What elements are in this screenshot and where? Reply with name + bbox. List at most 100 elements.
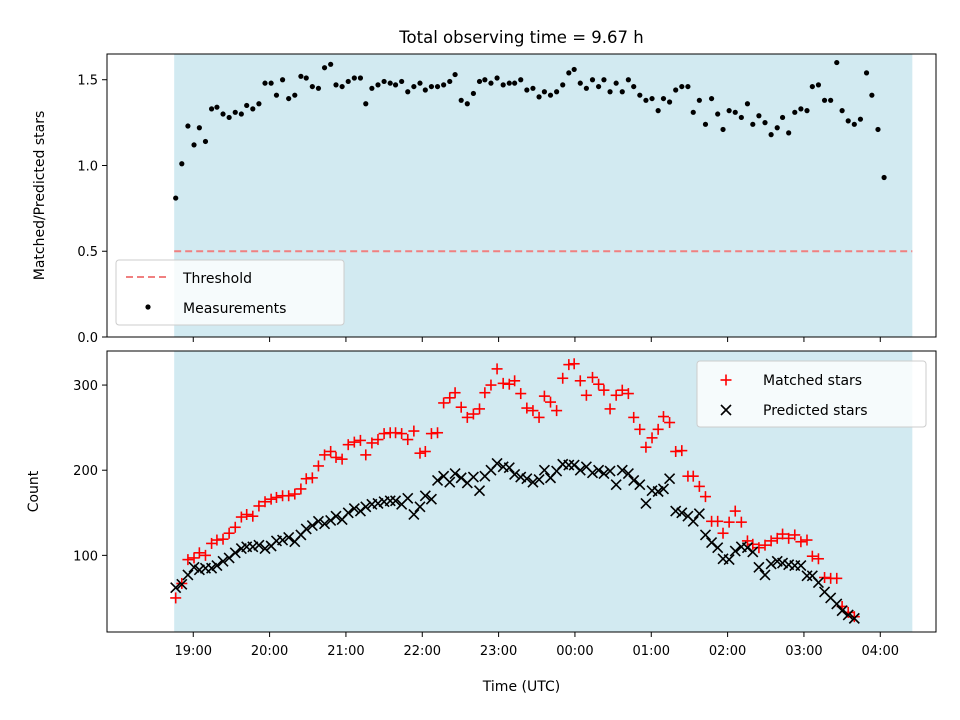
measurement-point [821,97,828,103]
matched-star-point [521,402,533,414]
measurement-point [179,161,185,167]
matched-star-point [497,377,509,389]
measurement-point [381,78,387,85]
measurement-point [756,113,762,119]
matched-star-point [729,505,741,517]
predicted-star-point [467,471,479,483]
measurement-point [196,125,202,131]
x-tick-label: 03:00 [785,644,822,659]
predicted-star-point [247,541,259,553]
matched-star-point [801,534,813,546]
measurement-point [375,82,381,88]
predicted-star-point [699,529,712,541]
predicted-star-point [217,555,229,567]
measurement-point [220,111,226,117]
predicted-star-point [515,471,527,483]
measurement-point [321,65,328,71]
matched-star-point [533,411,545,423]
measurement-point [571,66,577,73]
matched-star-point [319,449,331,461]
legend-matched-swatch [720,374,732,386]
matched-star-point [610,389,622,401]
predicted-star-point [176,578,188,590]
predicted-star-point [538,464,550,476]
predicted-star-point [676,507,688,519]
measurement-point [273,92,280,98]
y-tick-label: 300 [73,379,98,394]
measurement-point [405,89,411,95]
measurement-point [369,85,375,91]
measurement-point [685,83,691,90]
matched-star-point [759,539,771,551]
top-y-axis-label: Matched/Predicted stars [32,111,48,281]
measurement-point [619,89,625,95]
x-tick-label: 00:00 [556,644,593,659]
matched-star-point [372,434,384,446]
matched-star-point [806,550,818,562]
predicted-star-point [747,546,759,558]
y-tick-label: 0.5 [77,245,98,260]
matched-star-point [657,411,669,423]
matched-star-point [336,453,348,465]
x-tick-label: 01:00 [633,644,670,659]
measurement-point [303,75,309,81]
y-tick-label: 1.0 [77,159,98,174]
measurement-point [309,83,315,90]
matched-star-point [396,428,408,440]
matched-star-point [652,423,664,435]
measurement-point [191,142,197,148]
predicted-star-point [182,569,194,581]
x-tick-label: 23:00 [480,644,517,659]
matched-star-point [402,434,414,446]
predicted-star-point [604,465,616,477]
measurement-point [631,83,637,90]
measurement-point [298,73,304,79]
measurement-point [387,80,393,86]
matched-star-point [378,428,390,440]
measurement-point [547,92,554,98]
top-y-ticks: 0.0 0.5 1.0 1.5 [77,74,107,346]
measurement-point [744,101,751,107]
measurement-point [422,87,428,93]
matched-star-point [551,405,563,417]
matched-star-point [348,436,360,448]
predicted-star-point [759,569,771,581]
predicted-star-point [640,497,652,509]
measurement-point [666,99,673,105]
predicted-star-point [491,457,503,469]
measurement-point [655,108,661,114]
predicted-star-point [622,468,634,480]
matched-star-point [259,496,271,508]
predicted-star-point [616,464,628,476]
predicted-star-point [753,561,765,573]
predicted-star-point [593,464,605,476]
legend-threshold-label: Threshold [182,271,252,287]
measurement-point [708,95,715,102]
measurement-point [512,80,518,86]
legend-matched-label: Matched stars [763,373,862,389]
measurement-point [554,89,560,95]
matched-star-point [306,472,318,484]
predicted-star-point [723,554,735,566]
measurement-point [768,132,774,138]
matched-star-point [789,529,801,541]
measurement-point [577,80,583,86]
matched-star-point [283,490,295,502]
predicted-star-point [419,490,431,502]
measurement-point [506,80,512,86]
matched-star-point [783,532,795,544]
predicted-star-point [765,558,777,570]
measurement-point [560,82,566,88]
matched-star-point [247,510,259,522]
measurement-point [779,114,786,121]
matched-star-point [461,411,473,423]
predicted-star-point [283,531,295,544]
predicted-star-point [729,545,741,557]
matched-star-point [467,408,479,420]
measurement-point [292,92,298,98]
matched-star-point [699,491,711,503]
matched-star-point [455,401,467,413]
predicted-star-point [312,515,325,527]
measurement-point [494,75,500,81]
legend-predicted-swatch [720,404,732,416]
